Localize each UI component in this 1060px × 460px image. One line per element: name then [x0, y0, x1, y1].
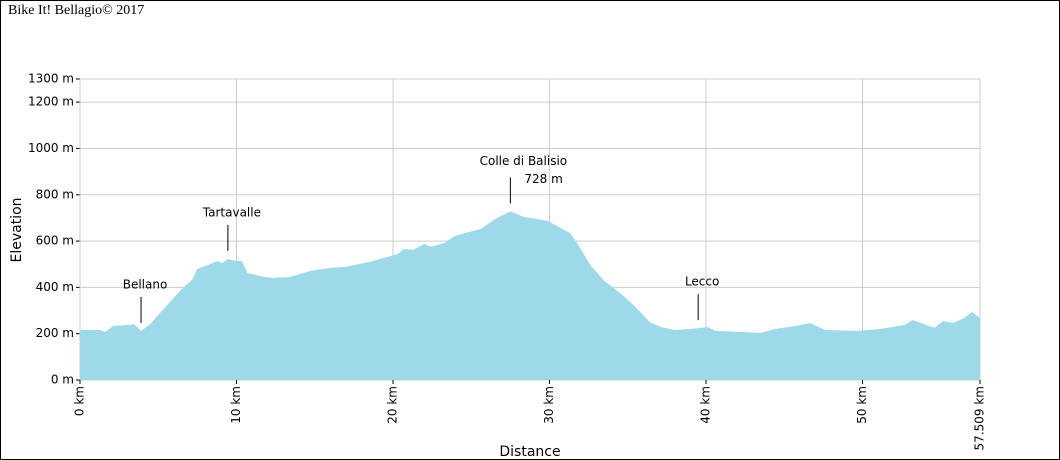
x-tick-label: 20 km: [385, 386, 399, 424]
annotation-label: Lecco: [685, 275, 719, 289]
y-tick-label: 1000 m: [28, 141, 74, 155]
x-tick-label: 0 km: [73, 386, 87, 416]
y-tick-label: 800 m: [36, 187, 74, 201]
y-tick-label: 1200 m: [28, 95, 74, 109]
annotation-label: Bellano: [123, 277, 168, 291]
x-tick-label: 40 km: [698, 386, 712, 424]
y-tick-label: 400 m: [36, 280, 74, 294]
y-tick-label: 200 m: [36, 326, 74, 340]
elevation-area: [80, 211, 980, 380]
annotation-label: Colle di Balisio: [480, 154, 568, 168]
y-tick-label: 1300 m: [28, 72, 74, 86]
x-axis-title: Distance: [499, 444, 560, 460]
annotation-note: 728 m: [524, 172, 562, 186]
y-tick-label: 600 m: [36, 234, 74, 248]
x-tick-label: 30 km: [542, 386, 556, 424]
y-axis-title: Elevation: [9, 197, 25, 262]
x-tick-label: 10 km: [229, 386, 243, 424]
annotation-label: Tartavalle: [202, 205, 261, 219]
x-tick-label: 57.509 km: [973, 386, 987, 450]
chart-title: Bike It! Bellagio© 2017: [8, 3, 144, 18]
x-tick-label: 50 km: [855, 386, 869, 424]
y-tick-label: 0 m: [51, 373, 74, 387]
